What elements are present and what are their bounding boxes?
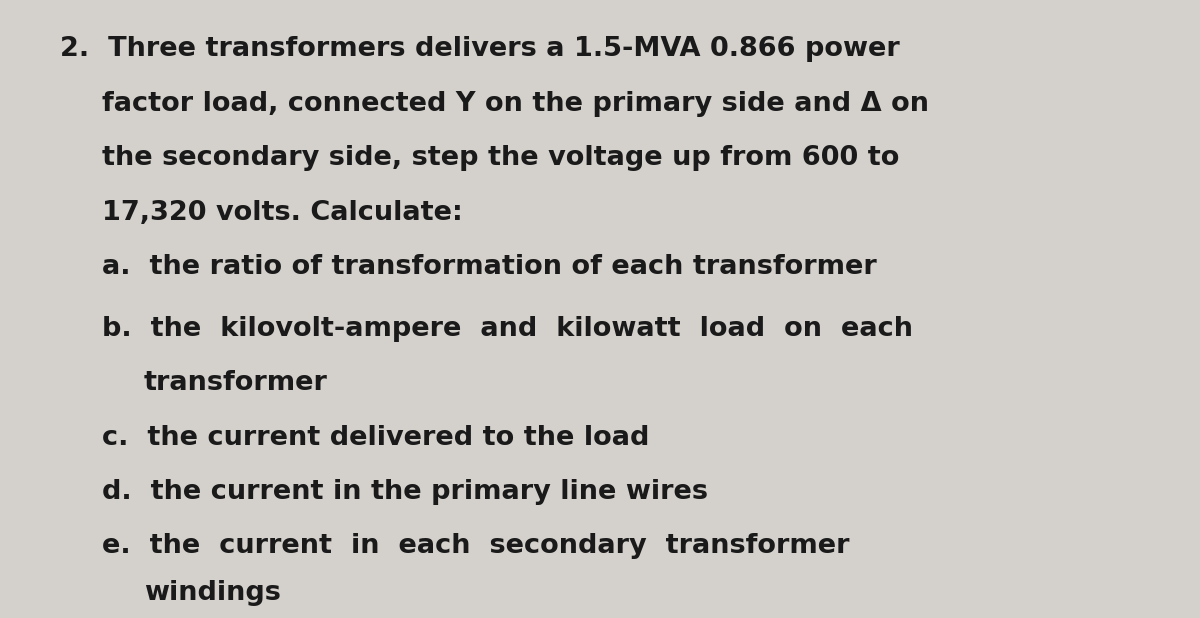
Text: 17,320 volts. Calculate:: 17,320 volts. Calculate: [102, 200, 463, 226]
Text: a.  the ratio of transformation of each transformer: a. the ratio of transformation of each t… [102, 254, 877, 280]
Text: 2.  Three transformers delivers a 1.5-MVA 0.866 power: 2. Three transformers delivers a 1.5-MVA… [60, 36, 900, 62]
Text: transformer: transformer [144, 370, 328, 396]
Text: e.  the  current  in  each  secondary  transformer: e. the current in each secondary transfo… [102, 533, 850, 559]
Text: b.  the  kilovolt-ampere  and  kilowatt  load  on  each: b. the kilovolt-ampere and kilowatt load… [102, 316, 913, 342]
Text: factor load, connected Y on the primary side and Δ on: factor load, connected Y on the primary … [102, 91, 929, 117]
Text: c.  the current delivered to the load: c. the current delivered to the load [102, 425, 649, 451]
Text: windings: windings [144, 580, 281, 606]
Text: the secondary side, step the voltage up from 600 to: the secondary side, step the voltage up … [102, 145, 899, 171]
Text: d.  the current in the primary line wires: d. the current in the primary line wires [102, 479, 708, 505]
